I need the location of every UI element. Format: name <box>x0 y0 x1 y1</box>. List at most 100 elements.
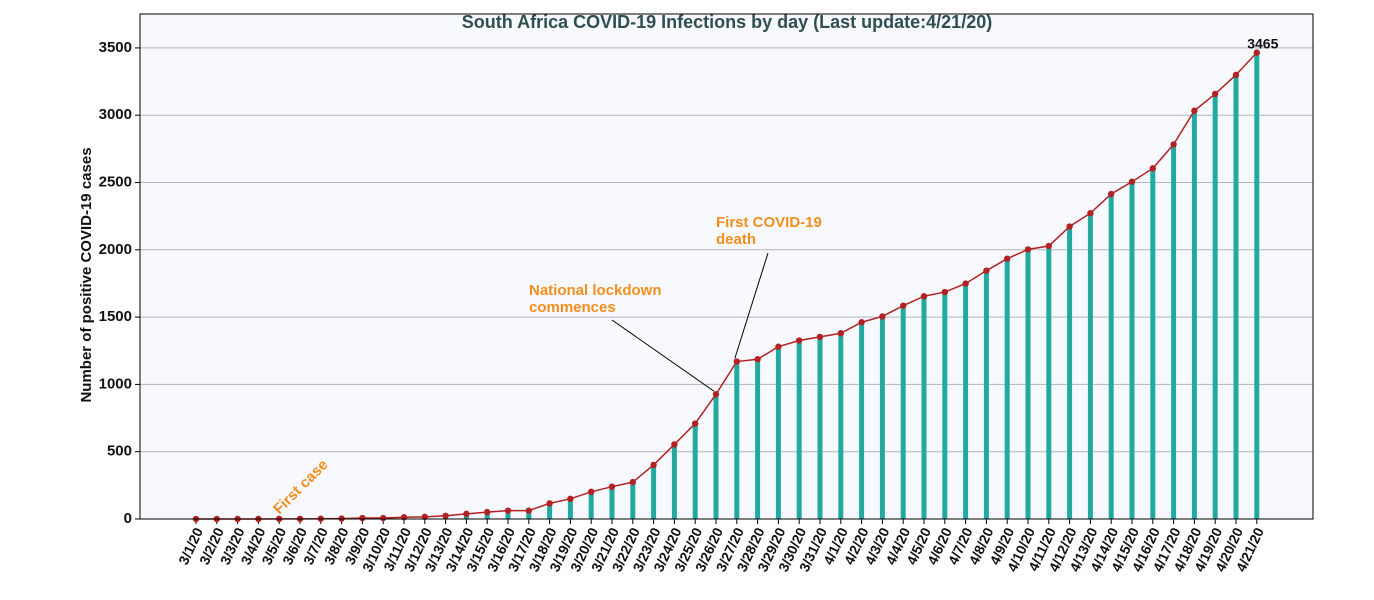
bar <box>630 482 636 519</box>
point <box>837 330 844 337</box>
bar <box>1004 258 1010 519</box>
point <box>421 513 428 521</box>
bar <box>609 486 615 519</box>
point <box>858 319 865 326</box>
bar <box>1129 181 1135 519</box>
point <box>816 333 824 341</box>
point <box>983 267 990 274</box>
point <box>525 507 532 514</box>
bar <box>879 316 885 519</box>
point <box>608 483 616 490</box>
point <box>962 280 969 287</box>
y-tick-label: 2500 <box>99 173 132 190</box>
bar <box>692 423 698 519</box>
bar <box>547 503 553 519</box>
bar <box>1046 246 1052 520</box>
bar <box>900 305 906 519</box>
annotation: death <box>716 231 756 248</box>
annotation-arrow <box>734 252 769 359</box>
bar <box>1025 249 1031 520</box>
chart-title: South Africa COVID-19 Infections by day … <box>462 12 992 32</box>
bar <box>526 510 532 519</box>
bar <box>734 361 740 519</box>
bar <box>983 270 989 519</box>
point <box>733 358 740 365</box>
annotation: First COVID-19 <box>716 214 822 231</box>
point <box>588 488 595 496</box>
point <box>1232 71 1240 79</box>
line <box>196 52 1258 520</box>
point <box>1024 246 1032 253</box>
bar <box>1087 213 1093 519</box>
annotation: commences <box>529 299 616 316</box>
bar <box>567 498 573 519</box>
point <box>1253 49 1261 56</box>
plot-background <box>140 14 1313 519</box>
bar <box>921 296 927 519</box>
point <box>1149 165 1157 172</box>
point <box>1212 90 1219 98</box>
point <box>754 356 761 363</box>
y-tick-label: 1500 <box>99 308 132 325</box>
y-tick-label: 1000 <box>99 375 132 392</box>
point <box>1045 242 1053 250</box>
bar <box>713 394 719 519</box>
bar <box>1191 110 1197 519</box>
bar <box>755 359 761 519</box>
bar <box>484 512 490 519</box>
point <box>671 441 678 448</box>
point <box>1128 178 1136 185</box>
point <box>1170 141 1177 148</box>
point <box>1108 190 1115 198</box>
point <box>650 461 657 469</box>
point <box>692 420 699 427</box>
point <box>463 510 470 518</box>
y-axis-label: Number of positive COVID-19 cases <box>78 147 95 402</box>
bar <box>1212 93 1218 519</box>
value-label: 3465 <box>1247 35 1278 51</box>
y-tick-label: 0 <box>124 510 132 527</box>
bar <box>796 340 802 519</box>
y-tick-label: 2000 <box>99 241 132 258</box>
bar <box>1233 74 1239 519</box>
annotation: National lockdown <box>529 282 662 299</box>
plot-frame <box>139 13 1314 520</box>
point <box>442 512 449 519</box>
annotation-arrow <box>611 319 715 392</box>
point <box>941 288 948 296</box>
bar <box>817 336 823 519</box>
point <box>546 500 553 507</box>
point <box>920 293 928 300</box>
point <box>796 337 803 344</box>
point <box>712 391 720 398</box>
point <box>1087 210 1094 217</box>
bar <box>1254 52 1260 520</box>
point <box>1066 223 1073 230</box>
bar <box>963 283 969 519</box>
bar <box>671 444 677 519</box>
y-tick-label: 3500 <box>99 39 132 56</box>
point <box>1191 107 1198 114</box>
point <box>504 507 512 514</box>
bar <box>1108 193 1114 519</box>
point <box>775 343 782 350</box>
bar <box>1150 168 1156 520</box>
bar <box>505 510 511 519</box>
bar <box>838 333 844 519</box>
bar <box>775 346 781 519</box>
point <box>359 514 366 522</box>
point <box>900 302 907 309</box>
point <box>380 514 387 522</box>
point <box>484 508 491 516</box>
bar <box>1067 226 1073 519</box>
point <box>1004 255 1011 262</box>
bar <box>859 322 865 519</box>
point <box>567 495 574 503</box>
y-tick-label: 3000 <box>99 106 132 123</box>
y-tick-label: 500 <box>107 443 132 460</box>
point <box>629 478 636 486</box>
bar <box>651 464 657 519</box>
bar <box>1171 144 1177 520</box>
point <box>879 313 886 320</box>
